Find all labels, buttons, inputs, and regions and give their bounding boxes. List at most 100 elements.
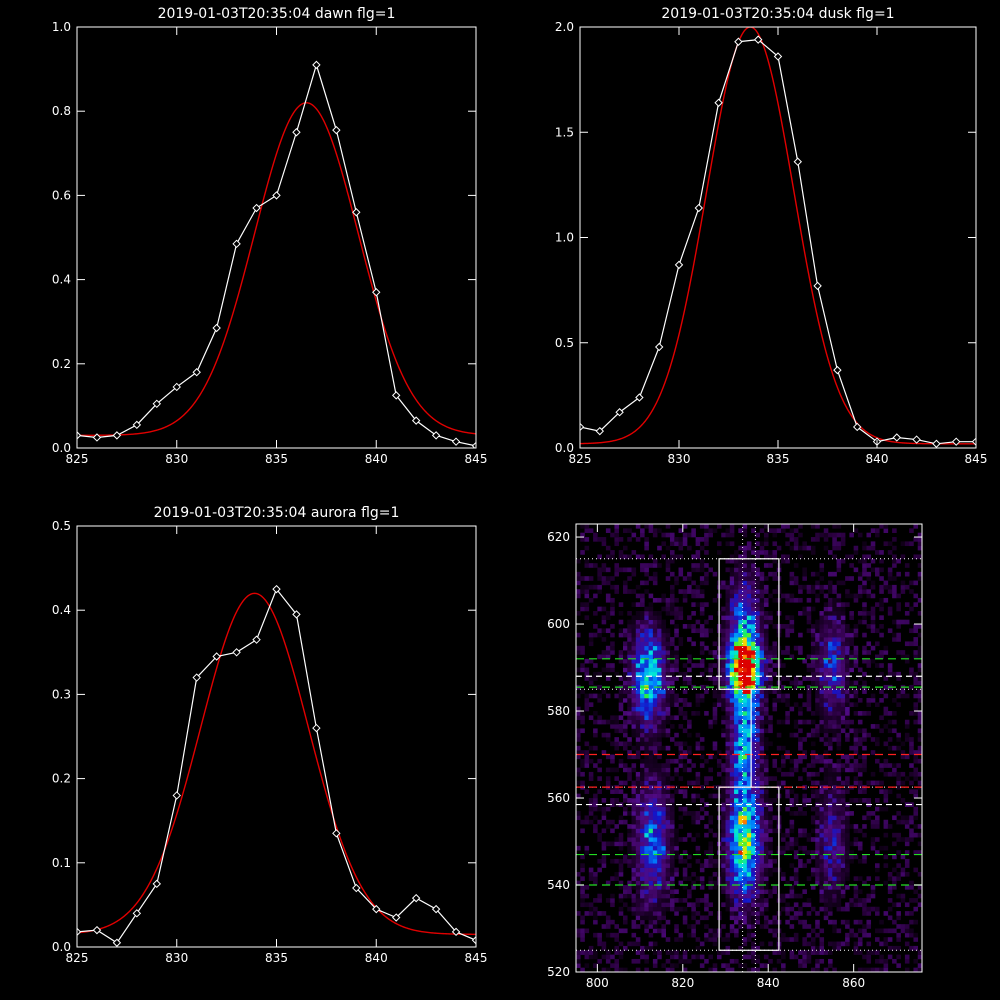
heatmap-cell [746,885,752,890]
heatmap-cell [798,545,803,551]
heatmap-cell [734,824,739,829]
heatmap-cell [785,893,790,899]
heatmap-cell [712,693,718,699]
heatmap-cell [648,619,654,625]
heatmap-cell [593,806,598,812]
heatmap-cell [640,680,645,686]
heatmap-cell [631,650,637,655]
heatmap-cell [644,676,649,681]
heatmap-cell [802,832,807,838]
heatmap-cell [793,932,799,938]
heatmap-cell [627,828,632,834]
heatmap-cell [593,824,598,829]
heatmap-cell [593,802,598,808]
heatmap-cell [802,571,807,577]
heatmap-cell [806,654,812,660]
heatmap-cell [849,650,854,655]
heatmap-cell [828,706,833,712]
heatmap-cell [725,893,731,899]
heatmap-cell [601,954,607,960]
heatmap-cell [627,837,632,842]
heatmap-cell [857,858,863,864]
heatmap-cell [640,945,645,951]
heatmap-cell [793,811,799,816]
heatmap-cell [853,728,859,734]
heatmap-cell [823,615,829,620]
heatmap-cell [802,954,807,960]
heatmap-cell [836,697,842,703]
heatmap-cell [836,854,842,860]
heatmap-cell [751,932,756,938]
heatmap-cell [734,654,739,660]
heatmap-cell [635,610,641,616]
heatmap-cell [729,745,735,751]
heatmap-cell [674,906,679,912]
heatmap-cell [823,824,829,829]
heatmap-cell [593,793,598,799]
heatmap-cell [853,550,859,555]
heatmap-cell [648,919,654,925]
heatmap-cell [576,732,581,738]
heatmap-cell [631,837,637,842]
heatmap-cell [845,637,850,642]
heatmap-cell [678,880,684,886]
heatmap-cell [742,789,748,794]
heatmap-cell [900,689,906,694]
heatmap-cell [734,806,739,812]
heatmap-cell [738,889,743,895]
heatmap-cell [763,824,769,829]
heatmap-cell [815,667,820,673]
heatmap-cell [610,641,615,647]
heatmap-cell [810,928,816,934]
heatmap-cell [917,554,922,560]
heatmap-cell [725,671,731,677]
heatmap-cell [618,550,624,555]
heatmap-cell [695,911,701,916]
heatmap-cell [601,637,607,642]
heatmap-cell [635,663,641,668]
heatmap-cell [648,606,654,612]
heatmap-cell [828,711,833,716]
heatmap-cell [828,728,833,734]
heatmap-cell [763,584,769,590]
gaussian-fit-line [580,27,976,445]
heatmap-cell [691,528,696,533]
heatmap-cell [802,610,807,616]
heatmap-cell [605,645,611,651]
heatmap-cell [652,750,658,755]
heatmap-cell [862,737,867,742]
heatmap-cell [904,841,910,847]
heatmap-cell [725,889,731,895]
heatmap-cell [892,728,897,734]
heatmap-cell [836,619,842,625]
heatmap-cell [892,928,897,934]
heatmap-cell [682,954,688,960]
heatmap-cell [798,706,803,712]
heatmap-cell [849,610,854,616]
heatmap-cell [631,697,637,703]
heatmap-cell [832,571,837,577]
heatmap-cell [627,589,632,594]
heatmap-cell [734,645,739,651]
heatmap-cell [622,841,628,847]
heatmap-cell [661,850,666,855]
heatmap-cell [742,863,748,868]
heatmap-cell [900,893,906,899]
heatmap-cell [755,711,760,716]
heatmap-cell [763,850,769,855]
heatmap-cell [597,606,602,612]
heatmap-cell [622,793,628,799]
heatmap-cell [657,711,662,716]
heatmap-cell [665,671,671,677]
heatmap-cell [652,776,658,781]
heatmap-cell [682,763,688,768]
heatmap-cell [772,663,778,668]
heatmap-cell [576,610,581,616]
heatmap-cell [763,771,769,777]
data-point [152,399,162,409]
heatmap-cell [913,702,919,707]
heatmap-cell [584,763,590,768]
heatmap-cell [614,589,620,594]
heatmap-cell [896,737,901,742]
heatmap-cell [828,650,833,655]
